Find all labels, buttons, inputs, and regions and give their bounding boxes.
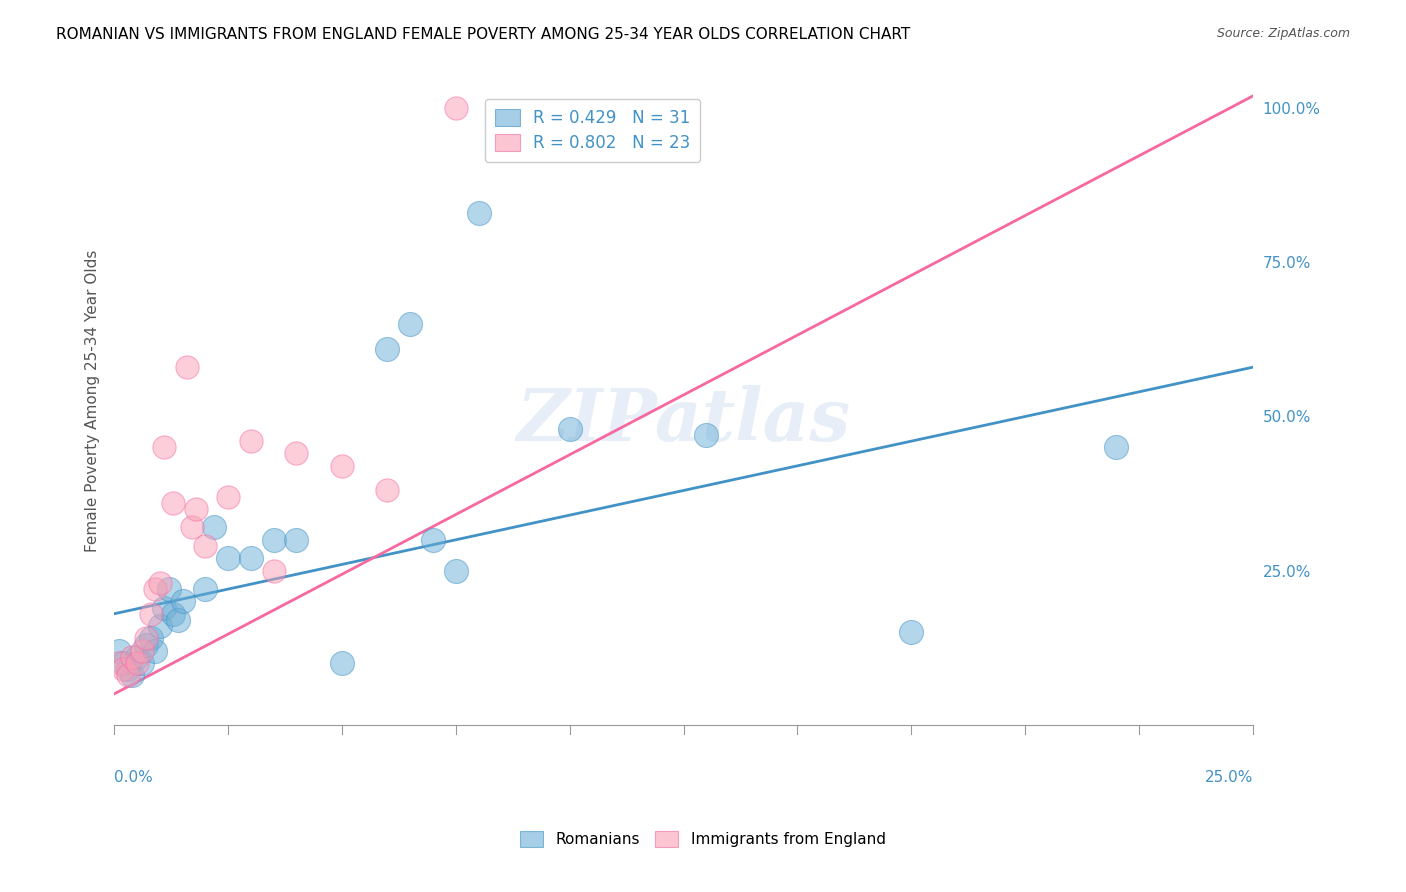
Y-axis label: Female Poverty Among 25-34 Year Olds: Female Poverty Among 25-34 Year Olds: [86, 250, 100, 552]
Point: [107, 656, 129, 670]
Point: [143, 644, 166, 658]
Point: [194, 539, 217, 553]
Point: [180, 520, 202, 534]
Point: [900, 625, 922, 640]
Point: [139, 632, 162, 646]
Point: [143, 582, 166, 596]
Legend: Romanians, Immigrants from England: Romanians, Immigrants from England: [515, 825, 891, 853]
Text: 0.0%: 0.0%: [114, 770, 153, 785]
Point: [107, 644, 129, 658]
Point: [131, 644, 153, 658]
Text: ROMANIAN VS IMMIGRANTS FROM ENGLAND FEMALE POVERTY AMONG 25-34 YEAR OLDS CORRELA: ROMANIAN VS IMMIGRANTS FROM ENGLAND FEMA…: [56, 27, 911, 42]
Point: [239, 551, 262, 566]
Point: [149, 576, 172, 591]
Point: [263, 533, 285, 547]
Point: [131, 656, 153, 670]
Point: [444, 564, 467, 578]
Point: [263, 564, 285, 578]
Point: [167, 613, 190, 627]
Point: [239, 434, 262, 449]
Point: [186, 502, 208, 516]
Point: [1105, 440, 1128, 454]
Point: [444, 101, 467, 115]
Point: [330, 656, 353, 670]
Point: [202, 520, 225, 534]
Point: [558, 422, 581, 436]
Point: [422, 533, 444, 547]
Point: [377, 483, 399, 498]
Point: [121, 649, 143, 664]
Point: [135, 632, 157, 646]
Point: [217, 551, 239, 566]
Point: [153, 440, 176, 454]
Point: [217, 490, 239, 504]
Point: [695, 428, 717, 442]
Point: [149, 619, 172, 633]
Point: [135, 638, 157, 652]
Point: [399, 317, 422, 331]
Point: [172, 594, 194, 608]
Point: [139, 607, 162, 621]
Text: Source: ZipAtlas.com: Source: ZipAtlas.com: [1216, 27, 1350, 40]
Point: [162, 607, 184, 621]
Point: [467, 206, 489, 220]
Point: [117, 668, 139, 682]
Point: [176, 360, 198, 375]
Point: [112, 662, 135, 676]
Point: [162, 496, 184, 510]
Point: [153, 600, 176, 615]
Point: [125, 656, 148, 670]
Text: ZIPatlas: ZIPatlas: [516, 385, 851, 456]
Legend: R = 0.429   N = 31, R = 0.802   N = 23: R = 0.429 N = 31, R = 0.802 N = 23: [485, 99, 700, 161]
Point: [194, 582, 217, 596]
Point: [121, 668, 143, 682]
Point: [117, 662, 139, 676]
Text: 25.0%: 25.0%: [1205, 770, 1253, 785]
Point: [112, 656, 135, 670]
Point: [285, 533, 308, 547]
Point: [377, 342, 399, 356]
Point: [125, 649, 148, 664]
Point: [330, 458, 353, 473]
Point: [157, 582, 180, 596]
Point: [285, 446, 308, 460]
